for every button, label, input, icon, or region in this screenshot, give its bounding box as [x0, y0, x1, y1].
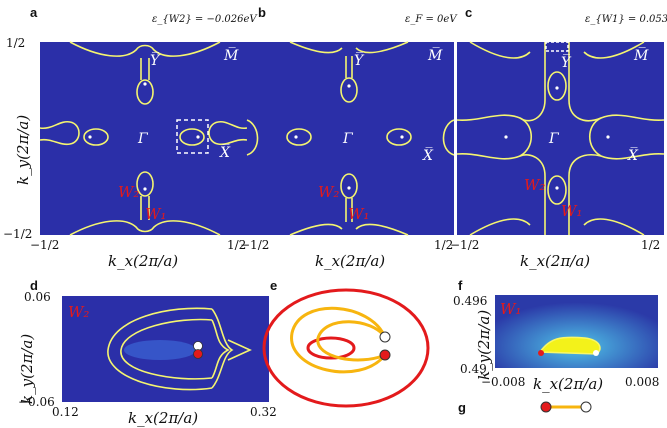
panel-a-X: X̅: [219, 142, 231, 161]
panel-a-ytick-bottom: −1/2: [3, 227, 32, 241]
panel-a: a ε_{W2} = −0.026eV M̅ Y̅ Γ̅ X̅ W₂ W₁ 1/…: [3, 5, 258, 270]
panel-c-zoom-box: [545, 41, 569, 52]
panel-b-Gamma: Γ̅: [342, 131, 354, 147]
panel-a-Gamma: Γ̅: [137, 131, 149, 147]
panel-c-xlabel: k_x(2π/a): [520, 252, 590, 270]
panel-f-map: [495, 295, 658, 368]
panel-e-arcs: [290, 306, 387, 374]
panel-e-white-point: [379, 331, 391, 343]
panel-f-ylabel: k_y(2π/a): [475, 310, 493, 380]
panel-a-xtick-right: 1/2: [227, 238, 246, 252]
panel-d-ylabel: k_y(2π/a): [18, 334, 36, 404]
panel-a-xtick-left: −1/2: [30, 238, 59, 252]
panel-e: e: [262, 278, 430, 408]
panel-f-W1: W₁: [500, 300, 521, 318]
panel-b-M: M̅: [427, 45, 443, 64]
panel-g-white-point: [580, 401, 592, 413]
panel-f-label: f: [458, 278, 463, 293]
panel-g: g: [458, 400, 592, 415]
panel-a-contours: [39, 41, 248, 236]
panel-d-contours: [107, 307, 252, 391]
panel-e-red-point: [379, 349, 391, 361]
panel-a-ytick-top: 1/2: [6, 36, 25, 50]
panel-c-xtick-left: −1/2: [450, 238, 479, 252]
panel-e-outer-loop: [262, 288, 430, 408]
panel-c-W1: W₁: [561, 202, 582, 220]
panel-b: b ε_F = 0eV M̅ Y̅ Γ̅ X̅ W₂ W₁ −1/2 1/2 k…: [240, 5, 458, 270]
panel-d-xtick-left: 0.12: [52, 405, 79, 419]
panel-c-M: M̅: [633, 45, 649, 64]
panel-d-xlabel: k_x(2π/a): [128, 409, 198, 427]
panel-a-ylabel: k_y(2π/a): [14, 115, 32, 185]
panel-b-Y: Y̅: [354, 50, 365, 69]
panel-a-W1: W₁: [145, 205, 166, 223]
panel-d-red-point: [193, 349, 203, 359]
panel-b-W2: W₂: [318, 183, 339, 201]
panel-f-arc: [538, 336, 601, 355]
panel-c: c ε_{W1} = 0.053eV M̅ Y̅ Γ̅ X̅ W₂ W₁ −1/…: [450, 5, 667, 270]
panel-b-label: b: [258, 5, 266, 20]
panel-f-white-point: [593, 350, 599, 356]
panel-a-xlabel: k_x(2π/a): [108, 252, 178, 270]
panel-f-red-point: [538, 350, 544, 356]
panel-g-label: g: [458, 400, 466, 415]
panel-b-xtick-right: 1/2: [434, 238, 453, 252]
panel-f-ytick-bottom: 0.49: [460, 362, 487, 376]
panel-g-red-point: [540, 401, 552, 413]
panel-e-label: e: [270, 278, 277, 293]
panel-b-map: [247, 42, 454, 235]
panel-d-xtick-right: 0.32: [250, 405, 277, 419]
panel-e-inner-loop: [306, 336, 356, 360]
panel-c-energy: ε_{W1} = 0.053eV: [585, 14, 667, 25]
panel-b-W1: W₁: [348, 205, 369, 223]
panel-b-energy: ε_F = 0eV: [405, 14, 458, 25]
panel-c-Y: Y̅: [561, 52, 572, 71]
panel-a-Y: Y̅: [150, 50, 161, 69]
panel-d-ytick-bottom: −0.06: [18, 395, 55, 409]
panel-f-xtick-left: −0.008: [481, 375, 525, 389]
panel-f-xtick-right: 0.008: [625, 375, 659, 389]
panel-f-xlabel: k_x(2π/a): [533, 375, 603, 393]
panel-c-Gamma: Γ̅: [548, 131, 560, 147]
panel-a-M: M̅: [223, 45, 239, 64]
panel-c-label: c: [465, 5, 472, 20]
panel-a-label: a: [30, 5, 38, 20]
panel-a-map: [40, 42, 247, 235]
panel-d-ytick-top: 0.06: [24, 290, 51, 304]
panel-f: f W₁ 0.496 0.49 −0.008 0.008 k_x(2π/a) k…: [453, 278, 659, 393]
panel-f-ytick-top: 0.496: [453, 294, 487, 308]
panel-d: d W₂ 0.06 −0.06 0.12 0.32 k_x(2π/a) k_y(…: [18, 278, 277, 427]
panel-b-xlabel: k_x(2π/a): [315, 252, 385, 270]
panel-c-X: X̅: [627, 145, 639, 164]
panel-b-X: X̅: [422, 145, 434, 164]
panel-b-contours: [246, 41, 455, 236]
panel-a-W2: W₂: [118, 183, 139, 201]
panel-c-xtick-right: 1/2: [641, 238, 660, 252]
panel-c-contours: [456, 41, 665, 236]
panel-d-label: d: [30, 278, 38, 293]
panel-a-zoom-box: [176, 119, 209, 154]
panel-c-W2: W₂: [524, 176, 545, 194]
panel-a-energy: ε_{W2} = −0.026eV: [152, 14, 258, 25]
panel-d-W2: W₂: [68, 303, 89, 321]
panel-b-xtick-left: −1/2: [240, 238, 269, 252]
